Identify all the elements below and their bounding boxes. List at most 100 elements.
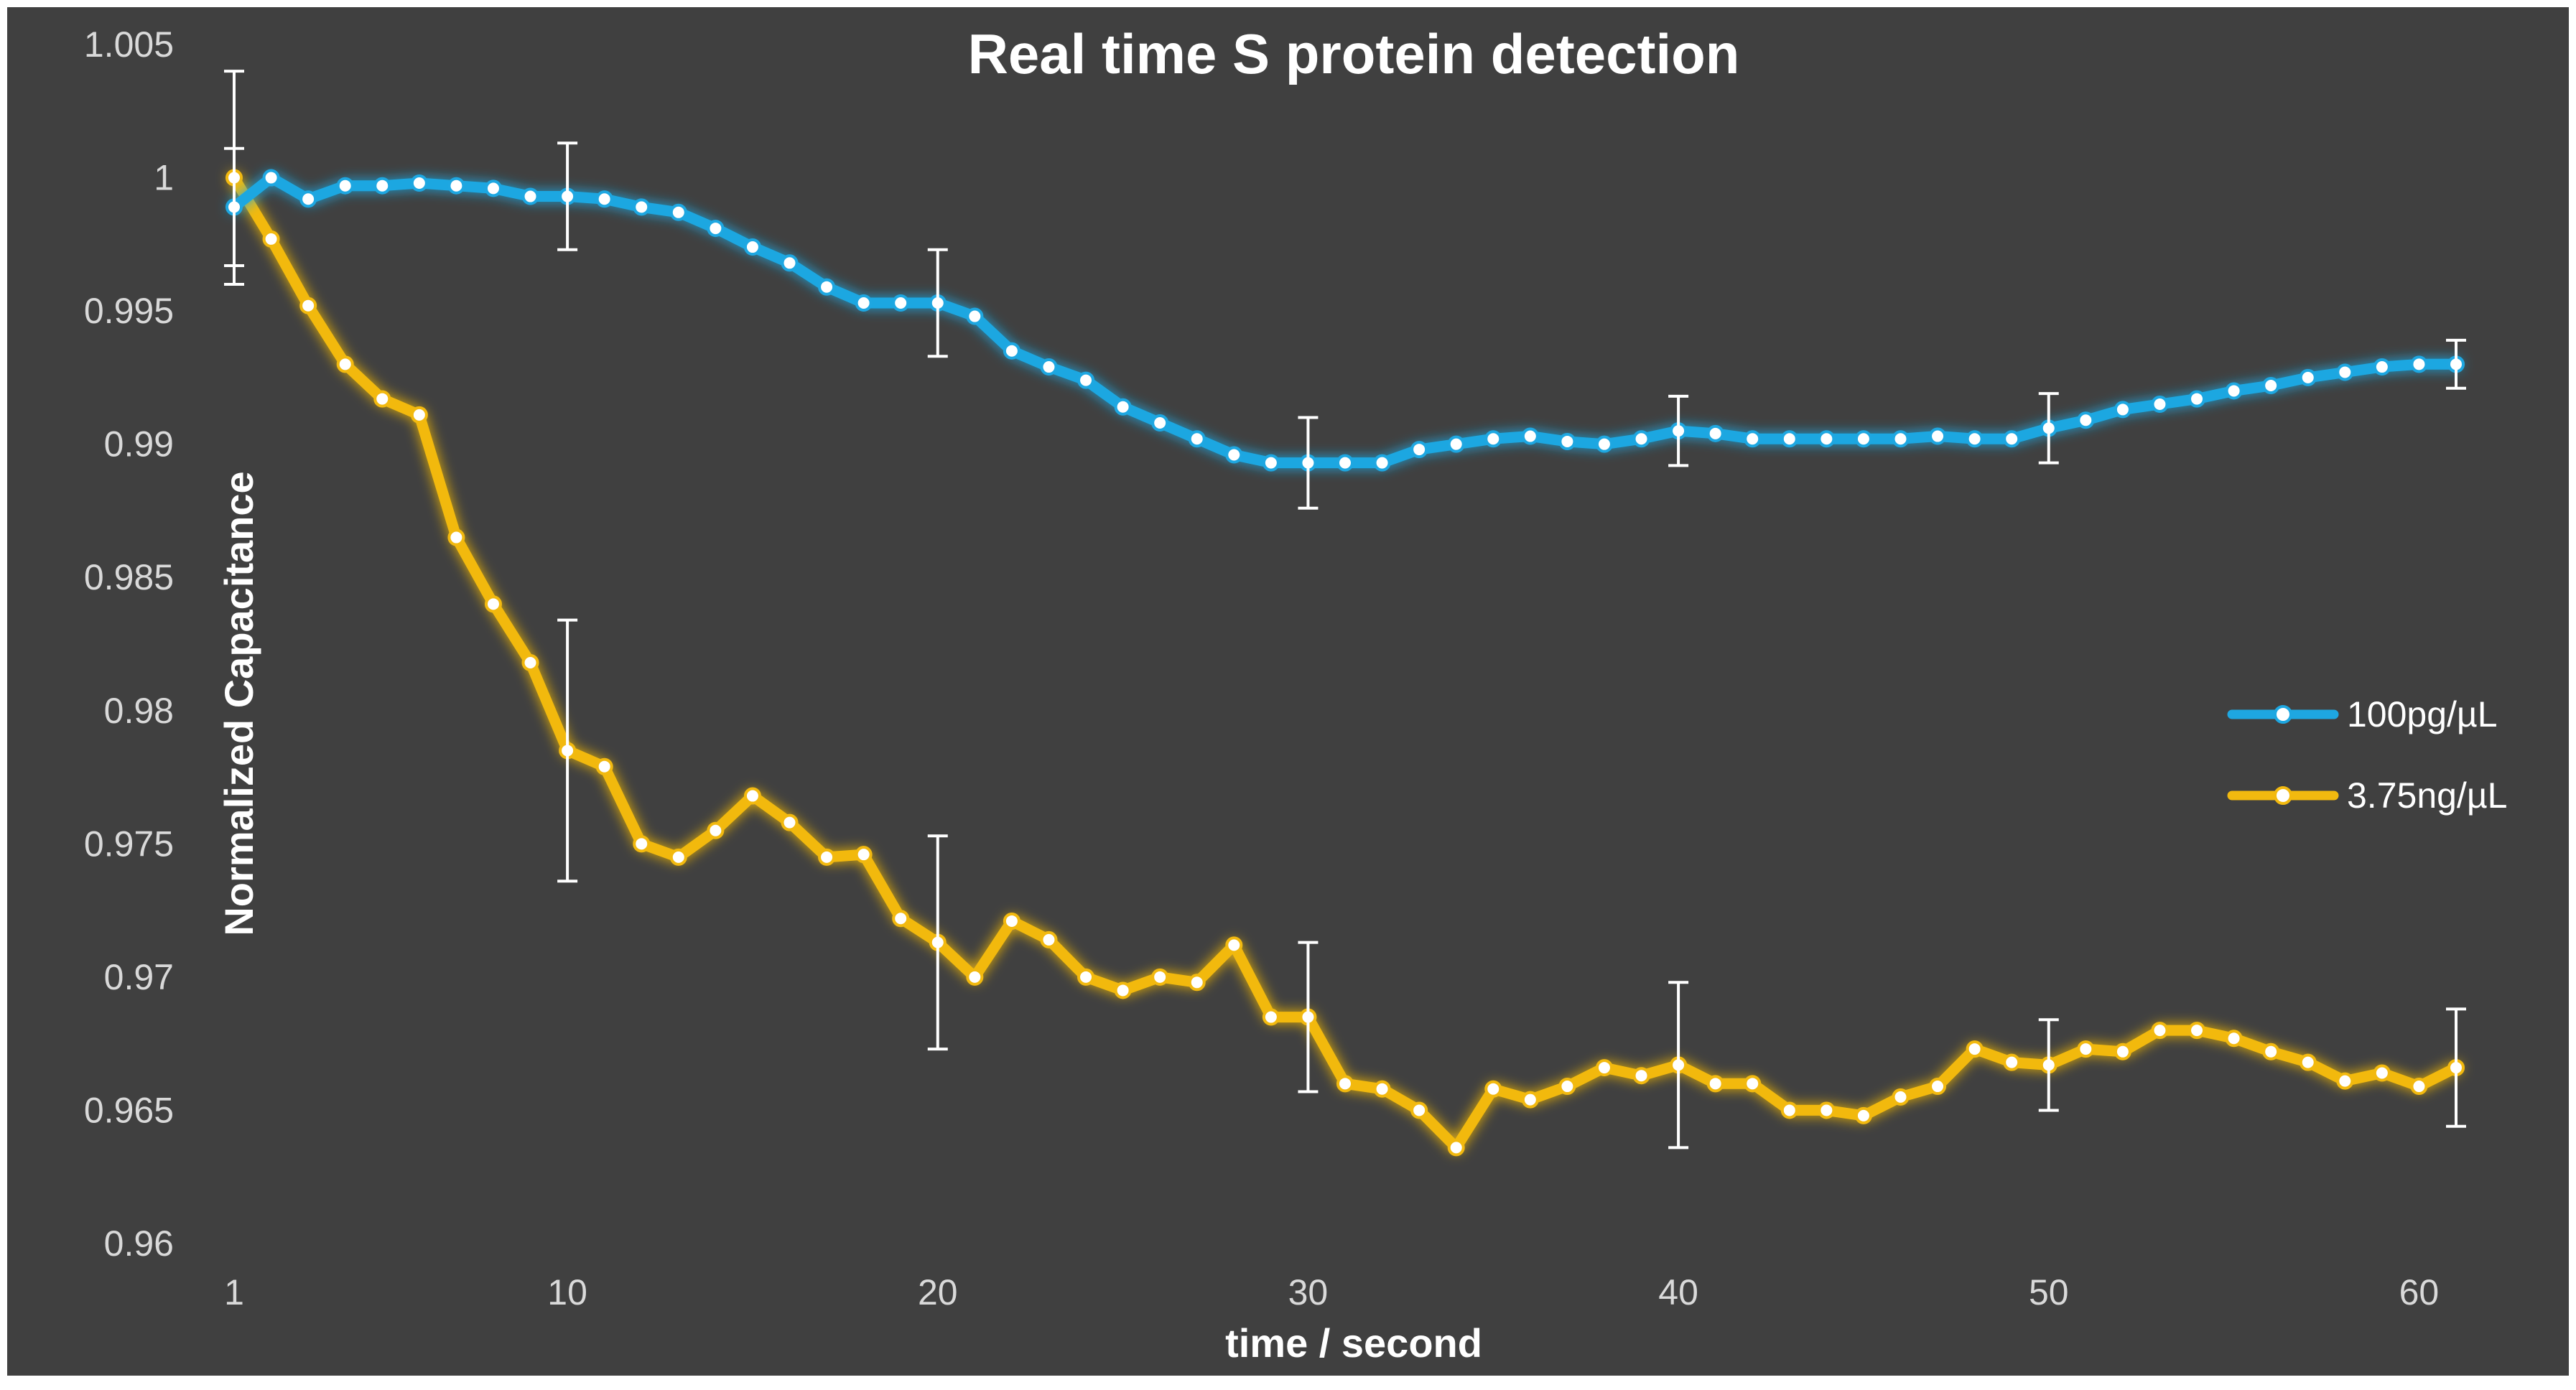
data-point <box>262 230 280 248</box>
legend-item-yellow: 3.75ng/µL <box>2227 775 2507 816</box>
data-point <box>2188 390 2206 408</box>
data-point <box>1077 968 1095 986</box>
data-point <box>1521 1091 1539 1109</box>
data-point <box>1780 430 1798 448</box>
data-point <box>1373 454 1391 472</box>
data-point <box>1632 430 1650 448</box>
x-axis-ticks: 1 10 20 30 40 50 60 <box>224 1272 2439 1312</box>
legend-label: 100pg/µL <box>2347 694 2498 734</box>
error-bar <box>557 141 578 251</box>
data-point <box>669 848 687 866</box>
series-yellow <box>225 169 2465 1157</box>
data-point <box>1558 1078 1576 1096</box>
data-point <box>1336 454 1354 472</box>
x-tick-label: 60 <box>2399 1272 2440 1312</box>
x-tick-label: 30 <box>1288 1272 1329 1312</box>
data-point <box>373 390 391 408</box>
legend-label: 3.75ng/µL <box>2347 775 2507 816</box>
data-point <box>1225 936 1243 954</box>
x-tick-label: 1 <box>224 1272 244 1312</box>
data-point <box>1744 1075 1762 1093</box>
data-point <box>1521 427 1539 445</box>
data-point <box>966 968 984 986</box>
data-point <box>2077 411 2095 429</box>
y-tick-label: 0.995 <box>84 291 174 331</box>
data-point <box>707 821 725 839</box>
data-point <box>2262 1042 2280 1060</box>
data-point <box>336 177 354 195</box>
data-point <box>1225 446 1243 464</box>
data-point <box>892 294 910 312</box>
error-bar <box>1298 416 1319 510</box>
data-point <box>1114 981 1132 999</box>
data-point <box>2410 1078 2428 1096</box>
chart-title: Real time S protein detection <box>968 22 1740 85</box>
data-point <box>1929 1078 1947 1096</box>
data-point <box>1780 1101 1798 1119</box>
data-point <box>855 294 873 312</box>
data-point <box>1818 430 1836 448</box>
data-point <box>781 254 799 272</box>
data-point <box>1558 432 1576 450</box>
data-point <box>1595 435 1613 453</box>
data-point <box>1151 414 1169 432</box>
chart-area: Real time S protein detection 0.96 0.965 0… <box>7 7 2569 1376</box>
error-bar <box>1668 981 1689 1149</box>
data-point <box>855 846 873 864</box>
data-point <box>2188 1022 2206 1040</box>
y-tick-label: 0.97 <box>104 957 174 997</box>
data-point <box>410 174 428 192</box>
data-point <box>1188 430 1206 448</box>
data-point <box>410 406 428 424</box>
data-point <box>2151 1022 2169 1040</box>
data-point <box>595 757 613 775</box>
data-point <box>1151 968 1169 986</box>
data-point <box>818 278 836 296</box>
data-point <box>1818 1101 1836 1119</box>
data-point <box>1410 441 1428 459</box>
data-point <box>1744 430 1762 448</box>
data-point <box>1966 1040 1984 1058</box>
data-point <box>2373 1064 2391 1082</box>
data-point <box>373 177 391 195</box>
data-point <box>1595 1059 1613 1077</box>
y-tick-label: 0.975 <box>84 824 174 864</box>
data-point <box>633 835 651 853</box>
data-point <box>1188 974 1206 992</box>
data-point <box>1003 912 1020 930</box>
data-point <box>521 653 539 671</box>
y-axis-title: Normalized Capacitance <box>216 471 261 936</box>
data-point <box>2003 1053 2021 1071</box>
data-point <box>1966 430 1984 448</box>
error-bar <box>927 834 948 1051</box>
data-point <box>2225 1030 2243 1048</box>
data-point <box>2410 355 2428 373</box>
legend: 100pg/µL 3.75ng/µL <box>2227 694 2507 816</box>
x-tick-label: 10 <box>547 1272 587 1312</box>
data-point <box>2003 430 2021 448</box>
data-point <box>633 198 651 216</box>
data-point <box>743 238 761 256</box>
y-tick-label: 0.965 <box>84 1090 174 1130</box>
chart-svg: Real time S protein detection 0.960.9650… <box>84 22 2508 1366</box>
data-point <box>1040 358 1058 376</box>
data-point <box>1077 371 1095 389</box>
data-point <box>2336 363 2354 381</box>
data-point <box>336 355 354 373</box>
error-bar <box>557 618 578 883</box>
series-blue <box>225 169 2465 472</box>
error-bar <box>2446 1007 2466 1128</box>
data-point <box>1892 1088 1910 1106</box>
error-bar <box>1298 941 1319 1093</box>
data-point <box>447 528 465 546</box>
data-point <box>2114 401 2131 419</box>
legend-swatch-marker <box>2274 705 2292 724</box>
data-point <box>743 787 761 805</box>
data-point <box>1706 424 1724 442</box>
data-point <box>1114 398 1132 416</box>
error-bar <box>927 248 948 358</box>
data-point <box>1632 1067 1650 1085</box>
data-point <box>2373 358 2391 376</box>
data-point <box>299 190 317 208</box>
data-point <box>966 307 984 325</box>
